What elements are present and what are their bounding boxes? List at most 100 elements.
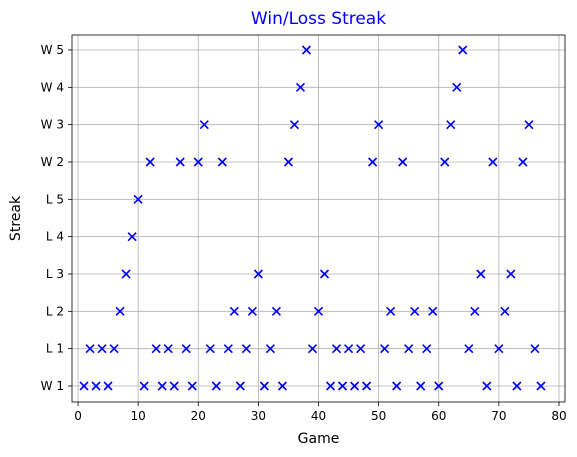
data-point: [446, 120, 456, 130]
y-tick-label: W 5: [41, 43, 64, 57]
data-point: [470, 306, 480, 316]
data-point: [307, 344, 318, 354]
x-tick-label: 30: [251, 409, 266, 423]
data-point: [476, 269, 486, 279]
data-point: [313, 306, 324, 316]
data-point: [410, 306, 420, 316]
x-tick-label: 0: [74, 409, 82, 423]
data-point: [500, 306, 510, 316]
y-axis-label: Streak: [8, 195, 24, 241]
data-point: [518, 157, 528, 167]
data-point: [127, 232, 137, 242]
data-point: [139, 381, 149, 391]
data-point: [506, 269, 516, 279]
x-tick-label: 80: [551, 409, 566, 423]
data-point: [271, 306, 281, 316]
data-point: [205, 344, 215, 354]
data-point: [163, 344, 173, 354]
data-point: [145, 157, 155, 167]
data-point: [133, 194, 143, 204]
data-point: [386, 306, 396, 316]
x-tick-label: 20: [191, 409, 206, 423]
chart-title: Win/Loss Streak: [251, 9, 386, 29]
data-point: [434, 381, 444, 391]
data-point: [259, 381, 269, 391]
data-point: [157, 381, 167, 391]
data-point: [151, 344, 161, 354]
data-point: [482, 381, 492, 391]
data-point: [199, 120, 209, 130]
data-point: [374, 120, 384, 130]
data-point: [91, 381, 101, 391]
data-point: [398, 157, 408, 167]
y-tick-label: L 1: [46, 342, 64, 356]
data-point: [223, 344, 233, 354]
data-point: [169, 381, 179, 391]
y-tick-label: L 5: [46, 192, 64, 206]
data-point: [422, 344, 432, 354]
x-tick-label: 40: [311, 409, 326, 423]
x-tick-label: 10: [130, 409, 145, 423]
data-point: [416, 381, 426, 391]
data-point: [350, 381, 360, 391]
data-point: [380, 344, 390, 354]
data-point: [452, 82, 462, 92]
data-point: [536, 381, 546, 391]
data-points: [79, 45, 546, 391]
data-point: [440, 157, 450, 167]
data-point: [464, 344, 474, 354]
y-tick-label: W 1: [41, 379, 64, 393]
x-tick-label: 70: [491, 409, 506, 423]
data-point: [404, 344, 414, 354]
x-axis-label: Game: [298, 431, 340, 447]
data-point: [283, 157, 294, 167]
x-tick-label: 50: [371, 409, 386, 423]
data-point: [175, 157, 185, 167]
data-point: [229, 306, 239, 316]
x-axis-ticks: 0 10 20 30 40 50 60 70 80: [74, 402, 567, 423]
data-point: [97, 344, 107, 354]
y-axis-ticks: W 1 L 1 L 2 L 3 L 4 L 5 W 2 W 3 W 4 W 5: [41, 43, 72, 393]
data-point: [187, 381, 197, 391]
data-point: [181, 344, 191, 354]
data-point: [301, 45, 312, 55]
data-point: [247, 306, 257, 316]
y-tick-label: L 4: [46, 230, 64, 244]
data-point: [115, 306, 125, 316]
y-tick-label: W 4: [41, 80, 64, 94]
data-point: [488, 157, 498, 167]
y-tick-label: W 2: [41, 155, 64, 169]
data-point: [265, 344, 275, 354]
data-point: [343, 344, 354, 354]
data-point: [289, 120, 300, 130]
data-point: [331, 344, 342, 354]
data-point: [85, 344, 95, 354]
data-point: [217, 157, 227, 167]
data-point: [337, 381, 348, 391]
data-point: [109, 344, 119, 354]
data-point: [235, 381, 245, 391]
data-point: [356, 344, 366, 354]
data-point: [458, 45, 468, 55]
data-point: [494, 344, 504, 354]
data-point: [253, 269, 263, 279]
data-point: [524, 120, 534, 130]
data-point: [512, 381, 522, 391]
data-point: [530, 344, 540, 354]
data-point: [368, 157, 378, 167]
data-point: [319, 269, 330, 279]
data-point: [277, 381, 287, 391]
data-point: [211, 381, 221, 391]
data-point: [79, 381, 89, 391]
data-point: [193, 157, 203, 167]
data-point: [121, 269, 131, 279]
x-tick-label: 60: [431, 409, 446, 423]
data-point: [325, 381, 336, 391]
y-tick-label: L 3: [46, 267, 64, 281]
data-point: [295, 82, 306, 92]
data-point: [241, 344, 251, 354]
data-point: [103, 381, 113, 391]
data-point: [392, 381, 402, 391]
y-tick-label: L 2: [46, 304, 64, 318]
